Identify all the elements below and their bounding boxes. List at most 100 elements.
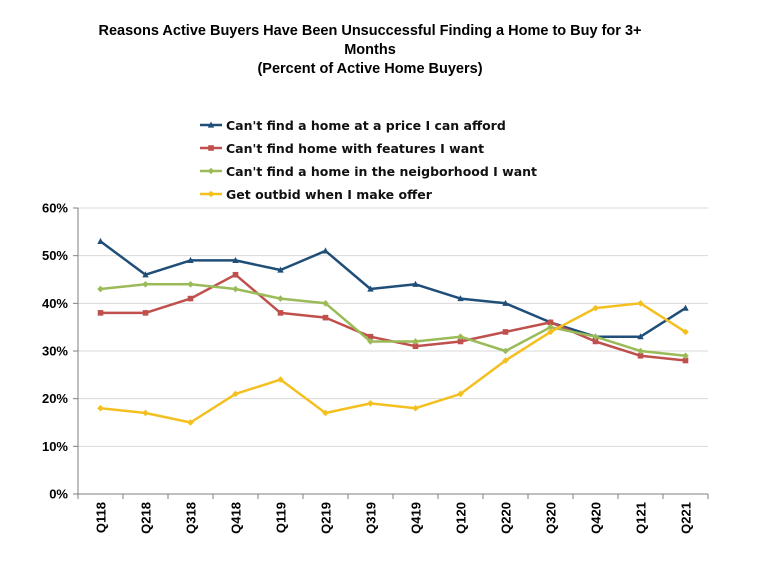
y-tick-label: 60% <box>42 201 68 216</box>
data-point <box>277 295 284 302</box>
data-point <box>97 285 104 293</box>
legend-swatch <box>200 145 222 151</box>
legend-label: Get outbid when I make offer <box>226 187 432 202</box>
data-point <box>457 338 464 345</box>
data-point <box>142 271 149 278</box>
data-point <box>232 390 239 398</box>
legend-marker <box>207 121 215 128</box>
legend-swatch <box>200 190 222 198</box>
y-tick-label: 40% <box>42 296 68 311</box>
data-point <box>682 328 689 336</box>
legend-marker <box>208 145 214 151</box>
x-tick-label: Q121 <box>634 502 649 534</box>
data-point <box>592 333 599 340</box>
data-point <box>367 338 374 345</box>
data-point <box>457 295 464 302</box>
data-point <box>97 404 104 412</box>
data-point <box>457 333 464 340</box>
data-point <box>187 280 194 288</box>
data-point <box>142 310 149 316</box>
data-point <box>637 347 644 355</box>
data-point <box>502 299 509 306</box>
series-line <box>100 283 686 358</box>
data-point <box>682 352 689 360</box>
series-4 <box>97 300 689 426</box>
data-point <box>412 343 419 350</box>
x-tick-label: Q218 <box>139 502 154 534</box>
data-point <box>682 357 689 364</box>
data-point <box>187 295 194 302</box>
data-point <box>502 347 509 355</box>
legend-marker <box>207 167 215 175</box>
x-tick-label: Q221 <box>679 502 694 534</box>
data-point <box>502 329 509 335</box>
data-point <box>547 319 554 326</box>
data-point <box>322 300 329 307</box>
data-point <box>277 266 284 273</box>
x-tick-label: Q118 <box>94 502 109 533</box>
data-point <box>592 304 599 312</box>
y-axis: 0% 10% 20% 30% 40% 50% 60% <box>42 201 78 502</box>
data-point <box>232 256 239 264</box>
data-point <box>187 419 194 426</box>
legend-marker <box>207 190 215 198</box>
data-point <box>97 310 104 316</box>
data-point <box>637 352 644 359</box>
data-point <box>322 409 329 417</box>
x-tick-label: Q320 <box>544 502 559 534</box>
data-point <box>232 285 239 293</box>
data-point <box>97 237 104 244</box>
data-point <box>412 404 419 412</box>
x-tick-label: Q418 <box>229 502 244 534</box>
legend-label: Can't find home with features I want <box>226 141 485 156</box>
chart-title-line: Months <box>344 42 396 58</box>
chart-title-line: (Percent of Active Home Buyers) <box>257 61 483 77</box>
x-tick-label: Q220 <box>499 502 514 534</box>
data-point <box>142 280 149 288</box>
data-point <box>592 338 599 345</box>
x-tick-label: Q419 <box>409 502 424 534</box>
data-point <box>367 400 374 407</box>
x-tick-label: Q319 <box>364 502 379 534</box>
y-tick-label: 20% <box>42 391 68 406</box>
data-point <box>322 314 329 321</box>
data-point <box>412 338 419 345</box>
data-point <box>367 285 374 292</box>
data-point <box>187 256 194 264</box>
data-point <box>637 333 644 340</box>
data-point <box>682 304 689 311</box>
legend-swatch <box>200 121 222 128</box>
x-axis: Q118 Q218 Q318 Q418 Q119 Q219 Q319 Q419 Q120 Q220… <box>77 494 709 534</box>
data-point <box>457 390 464 398</box>
x-tick-label: Q318 <box>184 502 199 534</box>
data-point <box>502 357 509 364</box>
y-tick-label: 0% <box>49 487 68 502</box>
data-point <box>547 323 554 331</box>
legend-label: Can't find a home in the neigborhood I w… <box>226 164 538 179</box>
x-tick-label: Q219 <box>319 502 334 534</box>
data-point <box>322 247 329 254</box>
data-point <box>232 271 239 278</box>
gridlines <box>78 207 708 447</box>
data-point <box>412 280 419 287</box>
chart-title-line: Reasons Active Buyers Have Been Unsucces… <box>98 23 642 39</box>
y-tick-label: 10% <box>42 439 68 454</box>
x-tick-label: Q119 <box>274 502 289 533</box>
data-point <box>547 328 554 336</box>
x-tick-label: Q420 <box>589 502 604 534</box>
y-tick-label: 50% <box>42 248 68 263</box>
y-tick-label: 30% <box>42 344 68 359</box>
x-tick-label: Q120 <box>454 502 469 534</box>
series-1 <box>97 237 689 340</box>
data-point <box>637 300 644 307</box>
data-point <box>142 409 149 417</box>
series-line <box>100 302 687 424</box>
series-3 <box>97 280 689 360</box>
data-point <box>367 333 374 340</box>
chart-title: Reasons Active Buyers Have Been Unsucces… <box>60 22 680 79</box>
legend-swatch <box>200 167 222 175</box>
legend-label: Can't find a home at a price I can affor… <box>226 118 506 133</box>
data-point <box>277 310 284 316</box>
data-point <box>277 376 284 383</box>
